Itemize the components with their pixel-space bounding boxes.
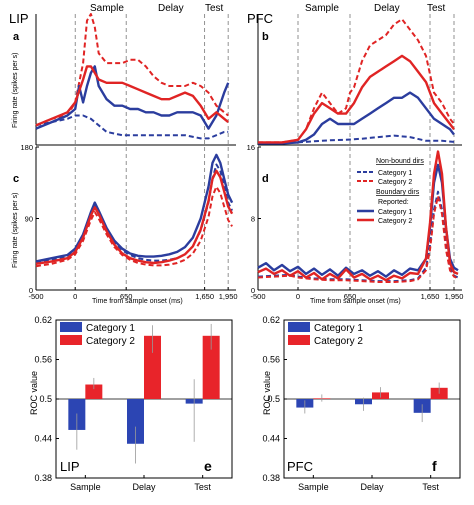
bar-legend-e-swatch-cat2 xyxy=(60,335,82,345)
bar-e-2-1 xyxy=(202,335,220,399)
y-tick-label-f-4: 0.62 xyxy=(262,315,280,325)
x-tick-label-c-4: 1,950 xyxy=(219,292,238,301)
x-tick-label-c-2: 650 xyxy=(120,292,133,301)
epoch-label-test-left: Test xyxy=(205,3,224,14)
series-line-c-0 xyxy=(35,163,233,264)
ylabel-roc-f: ROC value xyxy=(262,371,272,415)
ylabel-roc-e: ROC value xyxy=(29,371,39,415)
bar-legend-f-swatch-cat2 xyxy=(288,335,310,345)
x-tick-label-e-0: Sample xyxy=(70,482,101,492)
legend-reported: Reported: xyxy=(378,199,409,206)
y-tick-label-c-0: 0 xyxy=(29,286,33,295)
x-tick-label-d-3: 1,650 xyxy=(421,292,440,301)
x-tick-label-d-0: -500 xyxy=(250,292,265,301)
bar-e-1-1 xyxy=(144,335,161,399)
bar-legend-f: Category 1 Category 2 xyxy=(288,322,363,347)
x-tick-label-f-1: Delay xyxy=(360,482,384,492)
bar-e-0-1 xyxy=(85,384,103,399)
y-tick-label-d-2: 16 xyxy=(247,143,255,152)
area-label-pfc-top: PFC xyxy=(247,11,273,26)
x-tick-label-f-2: Test xyxy=(422,482,439,492)
bar-legend-e-label-cat2: Category 2 xyxy=(86,336,135,347)
series-line-a-3 xyxy=(35,65,229,127)
series-line-a-2 xyxy=(35,65,230,130)
x-tick-label-d-4: 1,950 xyxy=(445,292,464,301)
y-tick-label-c-1: 90 xyxy=(25,215,33,224)
bar-legend-f-swatch-cat1 xyxy=(288,322,310,332)
epoch-label-delay-left: Delay xyxy=(158,3,184,14)
panel-a-lip-firing-rate xyxy=(35,13,236,146)
series-line-a-1 xyxy=(35,13,229,127)
y-tick-label-c-2: 180 xyxy=(20,143,33,152)
legend-label-boundary-cat2: Category 2 xyxy=(378,218,412,225)
series-line-a-0 xyxy=(35,114,229,140)
y-tick-label-e-3: 0.56 xyxy=(34,355,52,365)
panel-e-lip-roc-bars: 0.38 0.44 0.5 0.56 0.62 Sample Delay Test xyxy=(34,315,233,492)
legend-label-nonbound-cat1: Category 1 xyxy=(378,170,412,177)
bar-legend-e-label-cat1: Category 1 xyxy=(86,323,135,334)
series-line-c-3 xyxy=(35,169,234,265)
ylabel-rate-a: Firing rate (spikes per s) xyxy=(12,53,19,128)
epoch-label-sample-left: Sample xyxy=(90,3,124,14)
bar-legend-e-swatch-cat1 xyxy=(60,322,82,332)
y-tick-label-f-2: 0.5 xyxy=(267,394,280,404)
panel-letter-f: f xyxy=(432,458,437,474)
bar-legend-e: Category 1 Category 2 xyxy=(60,322,135,347)
x-tick-label-f-0: Sample xyxy=(298,482,329,492)
y-tick-label-f-1: 0.44 xyxy=(262,434,280,444)
panel-letter-b: b xyxy=(262,31,269,43)
xlabel-time-left: Time from sample onset (ms) xyxy=(92,298,183,305)
panel-f-pfc-roc-bars: 0.38 0.44 0.5 0.56 0.62 Sample Delay Test xyxy=(262,315,461,492)
x-tick-label-d-2: 650 xyxy=(344,292,357,301)
area-label-lip-bottom: LIP xyxy=(60,459,80,474)
series-line-b-3 xyxy=(258,54,455,144)
x-tick-label-e-1: Delay xyxy=(132,482,156,492)
series-line-b-2 xyxy=(258,91,455,145)
series-line-d-3 xyxy=(257,150,459,282)
series-line-d-2 xyxy=(257,163,459,278)
x-tick-label-c-1: 0 xyxy=(73,292,77,301)
legend-label-nonbound-cat2: Category 2 xyxy=(378,179,412,186)
legend-header-nonbound: Non-bound dirs xyxy=(376,158,424,165)
y-tick-label-d-1: 8 xyxy=(251,215,255,224)
legend-header-boundary: Boundary dirs xyxy=(376,189,420,196)
bar-legend-f-label-cat1: Category 1 xyxy=(314,323,363,334)
epoch-label-delay-right: Delay xyxy=(374,3,400,14)
x-tick-label-e-2: Test xyxy=(194,482,211,492)
y-tick-label-e-0: 0.38 xyxy=(34,473,52,483)
area-label-pfc-bottom: PFC xyxy=(287,459,313,474)
x-tick-label-d-1: 0 xyxy=(296,292,300,301)
x-tick-label-c-0: -500 xyxy=(28,292,43,301)
area-label-lip-top: LIP xyxy=(9,11,29,26)
series-line-c-2 xyxy=(35,153,234,263)
y-tick-label-e-4: 0.62 xyxy=(34,315,52,325)
panel-letter-d: d xyxy=(262,173,269,185)
epoch-label-sample-right: Sample xyxy=(305,3,339,14)
x-tick-label-c-3: 1,650 xyxy=(195,292,214,301)
y-tick-label-e-2: 0.5 xyxy=(39,394,52,404)
bar-legend-f-label-cat2: Category 2 xyxy=(314,336,363,347)
panel-letter-a: a xyxy=(13,31,20,43)
panel-b-pfc-firing-rate xyxy=(257,14,462,146)
epoch-label-test-right: Test xyxy=(427,3,446,14)
y-tick-label-d-0: 0 xyxy=(251,286,255,295)
panel-letter-e: e xyxy=(204,458,212,474)
series-line-b-1 xyxy=(258,18,455,144)
bar-e-1-0 xyxy=(127,399,144,444)
series-line-c-1 xyxy=(35,185,233,268)
y-tick-label-f-0: 0.38 xyxy=(262,473,280,483)
series-line-d-1 xyxy=(257,195,459,283)
line-legend: Non-bound dirs Category 1 Category 2 Bou… xyxy=(357,158,424,225)
y-tick-label-f-3: 0.56 xyxy=(262,355,280,365)
ylabel-rate-c: Firing rate (spikes per s) xyxy=(12,193,19,268)
y-tick-label-e-1: 0.44 xyxy=(34,434,52,444)
panel-letter-c: c xyxy=(13,173,19,185)
legend-label-boundary-cat1: Category 1 xyxy=(378,209,412,216)
xlabel-time-right: Time from sample onset (ms) xyxy=(310,298,401,305)
